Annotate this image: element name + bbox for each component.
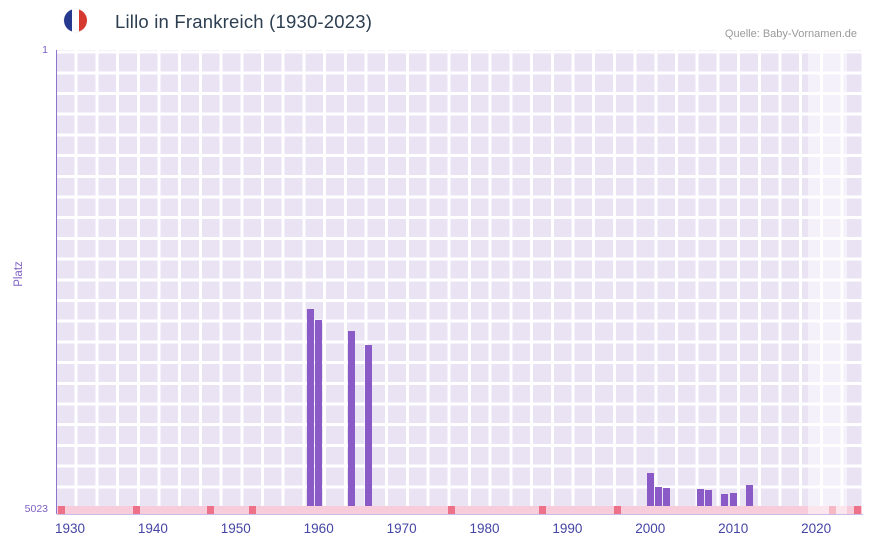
rank-bar	[655, 487, 663, 506]
rank-bar	[663, 487, 671, 506]
x-axis-tick-label: 1960	[303, 521, 334, 536]
no-data-marker	[248, 506, 256, 514]
rank-bar	[646, 473, 654, 506]
no-data-marker	[58, 506, 66, 514]
rank-bar	[721, 494, 729, 506]
x-axis-tick-label: 1990	[552, 521, 583, 536]
no-data-marker	[829, 506, 837, 514]
rank-bar	[729, 493, 737, 506]
rank-bar	[364, 345, 372, 506]
no-data-strip	[57, 506, 862, 514]
flag-stripe-red	[78, 9, 87, 32]
no-data-marker	[447, 506, 455, 514]
flag-stripe-blue	[64, 9, 73, 32]
no-data-marker	[613, 506, 621, 514]
y-axis-label: Platz	[13, 261, 25, 287]
y-axis-tick-top: 1	[42, 44, 48, 56]
no-data-marker	[539, 506, 547, 514]
x-axis-tick-label: 1940	[137, 521, 168, 536]
no-data-marker	[132, 506, 140, 514]
y-axis-line	[56, 50, 57, 514]
france-flag-icon	[64, 9, 87, 32]
x-axis-tick-label: 2010	[718, 521, 749, 536]
x-axis-tick-label: 1970	[386, 521, 417, 536]
no-data-marker	[207, 506, 215, 514]
x-axis-tick-label: 2020	[801, 521, 832, 536]
flag-stripe-white	[72, 9, 79, 32]
plot-area	[57, 50, 862, 506]
rank-bar	[746, 485, 754, 506]
rank-bar	[306, 308, 314, 506]
x-axis-tick-label: 1930	[54, 521, 86, 536]
rank-bar	[315, 320, 323, 506]
source-attribution: Quelle: Baby-Vornamen.de	[724, 28, 857, 40]
x-axis-line	[57, 514, 863, 515]
chart-title: Lillo in Frankreich (1930-2023)	[115, 11, 373, 32]
no-data-marker	[854, 506, 862, 514]
y-axis-tick-bottom: 5023	[24, 503, 48, 515]
rank-bar	[696, 488, 704, 506]
rank-bar	[348, 330, 356, 506]
x-axis-tick-label: 1950	[220, 521, 251, 536]
x-axis-tick-label: 1980	[469, 521, 500, 536]
rank-bar	[704, 489, 712, 506]
x-axis-tick-label: 2000	[635, 521, 666, 536]
